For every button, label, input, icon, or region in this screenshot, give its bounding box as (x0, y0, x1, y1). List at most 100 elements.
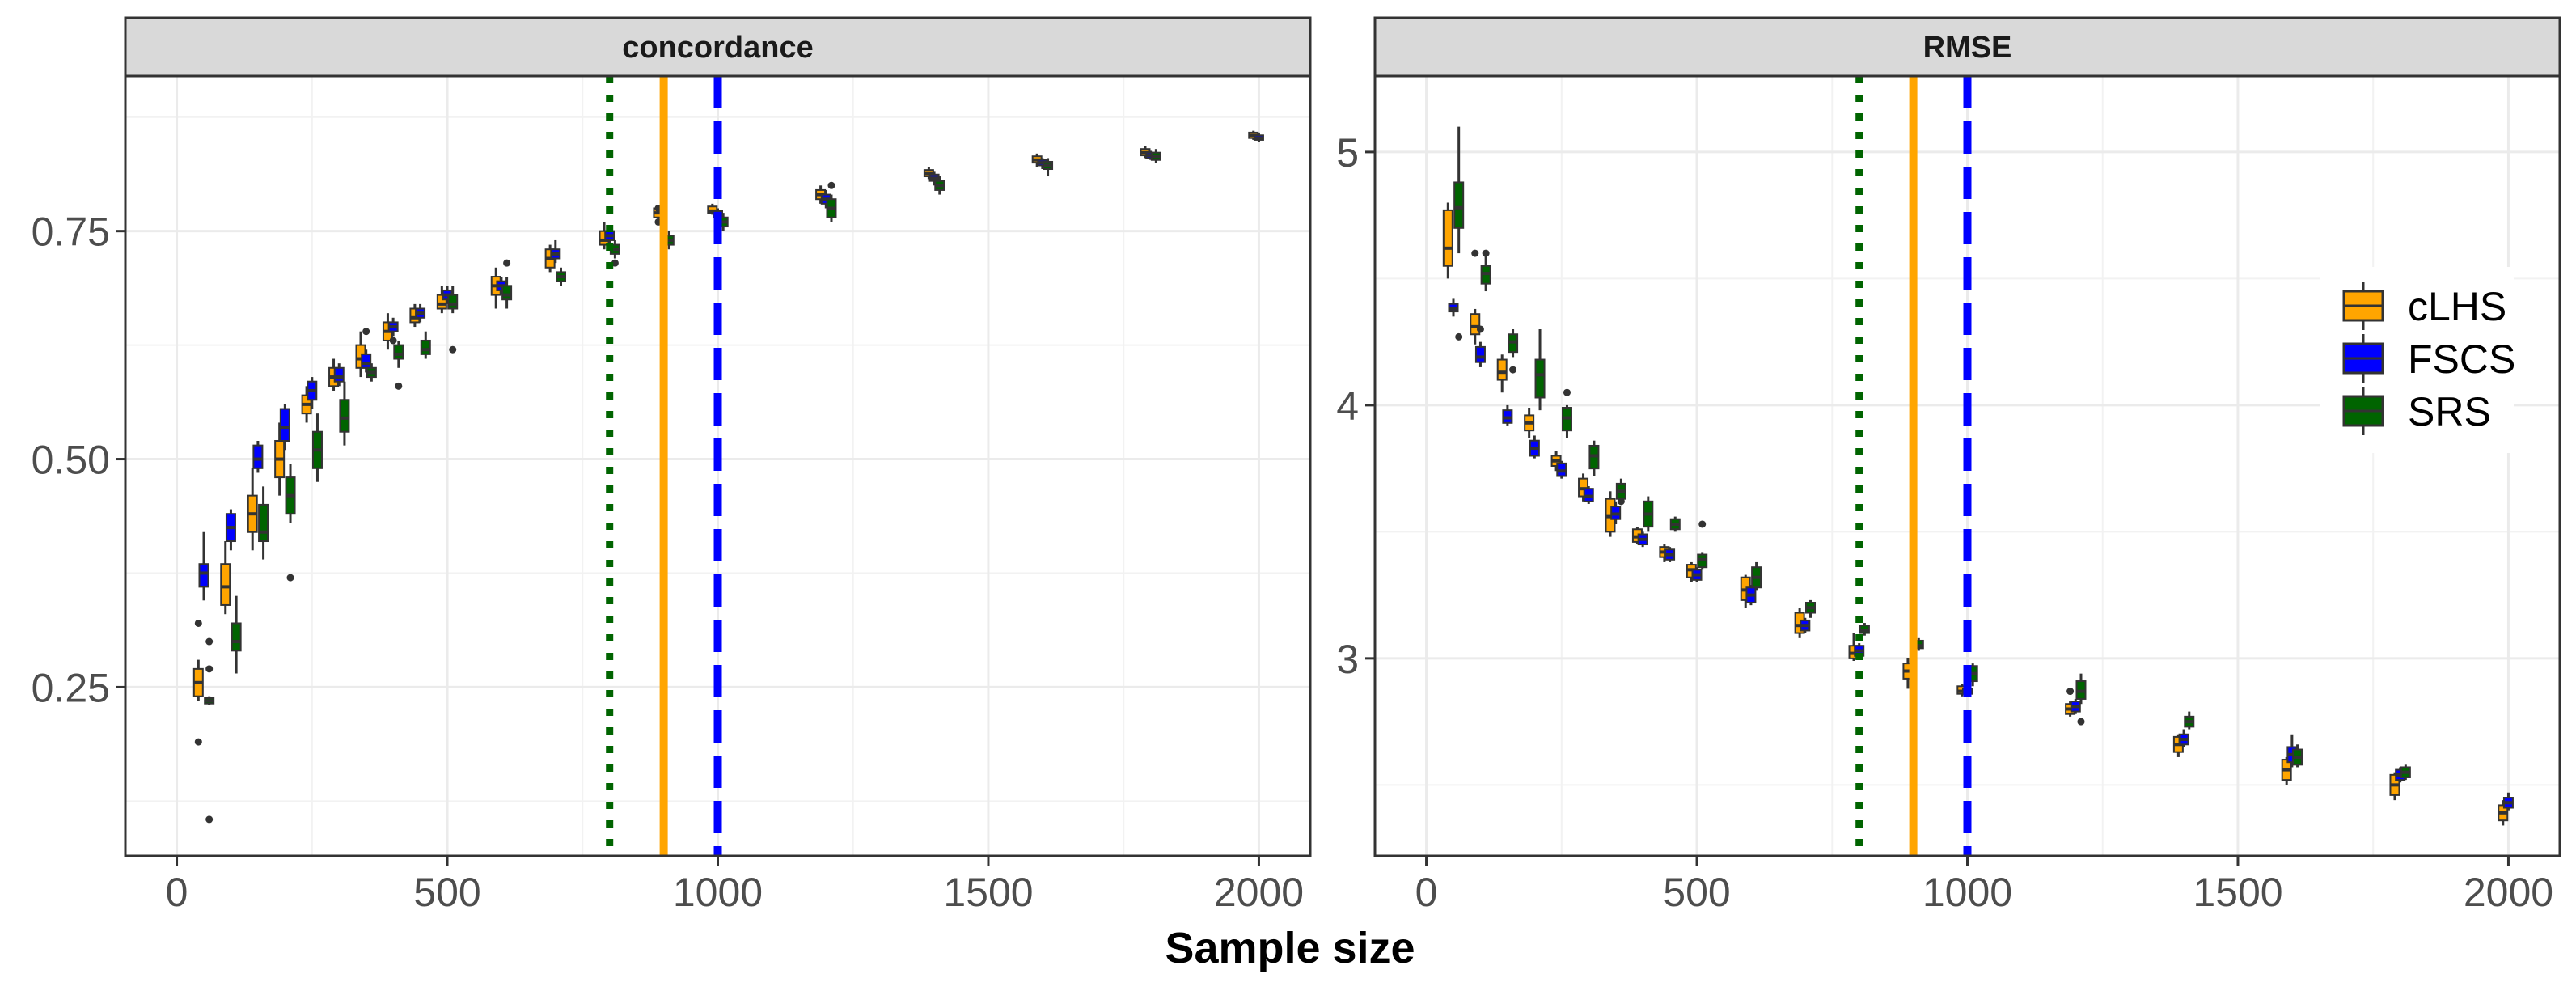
box-srs (2400, 764, 2411, 781)
outlier-point (2077, 718, 2085, 726)
outlier-point (194, 738, 202, 746)
box-fscs (1502, 404, 1513, 426)
outlier-point (205, 815, 214, 824)
box-srs (1859, 623, 1870, 636)
outlier-point (1455, 332, 1463, 341)
box-srs (2184, 711, 2195, 730)
legend: cLHS FSCS SRS (2320, 267, 2515, 453)
box-body (220, 563, 231, 606)
outlier-point (1617, 498, 1625, 506)
y-tick-label: 5 (1336, 130, 1359, 176)
x-tick-label: 500 (413, 870, 480, 915)
box-fscs (361, 328, 372, 373)
box-srs (420, 331, 431, 359)
box-srs (1043, 158, 1054, 177)
outlier-point (205, 665, 214, 673)
outlier-point (362, 328, 370, 336)
box-srs (826, 181, 837, 222)
box-clhs (2498, 800, 2509, 826)
box-body (1534, 358, 1546, 399)
box-body (361, 353, 372, 369)
box-srs (1615, 478, 1626, 506)
legend-item-srs: SRS (2342, 387, 2491, 435)
x-tick-label: 1500 (2193, 870, 2282, 915)
box-srs (1697, 520, 1708, 570)
facet-strip-label: concordance (622, 31, 814, 65)
box-clhs (1524, 408, 1535, 438)
legend-label: SRS (2408, 389, 2491, 434)
box-fscs (1529, 435, 1540, 459)
box-body (1470, 313, 1481, 336)
box-srs (934, 176, 945, 195)
outlier-point (827, 181, 835, 189)
box-fscs (1691, 567, 1703, 582)
box-srs (366, 363, 377, 382)
outlier-point (1482, 249, 1490, 257)
box-srs (339, 381, 350, 446)
box-srs (204, 637, 215, 824)
box-srs (1751, 561, 1762, 591)
box-body (333, 366, 345, 383)
outlier-point (503, 259, 511, 267)
box-srs (258, 486, 269, 560)
box-fscs (2502, 792, 2514, 811)
outlier-point (286, 574, 294, 582)
box-clhs (1442, 202, 1453, 279)
box-srs (1150, 149, 1161, 163)
box-fscs (1664, 547, 1676, 562)
box-srs (2292, 744, 2303, 768)
box-fscs (279, 404, 290, 451)
box-srs (1643, 496, 1654, 532)
y-tick-label: 4 (1336, 383, 1359, 429)
outlier-point (205, 637, 214, 646)
box-srs (1669, 516, 1681, 532)
outlier-point (449, 345, 457, 354)
box-srs (1588, 440, 1600, 476)
x-tick-label: 0 (1415, 870, 1438, 915)
x-tick-label: 500 (1663, 870, 1730, 915)
box-fscs (198, 531, 209, 601)
box-body (258, 503, 269, 543)
outlier-point (389, 337, 397, 345)
outlier-point (1471, 249, 1479, 257)
box-fscs (1556, 460, 1567, 479)
box-body (1453, 181, 1465, 229)
box-body (279, 408, 290, 442)
box-clhs (2281, 756, 2292, 785)
box-srs (311, 413, 323, 482)
legend-item-fscs: FSCS (2342, 334, 2515, 383)
facet-strip-label: RMSE (1923, 31, 2012, 65)
box-body (447, 294, 459, 310)
box-srs (1508, 328, 1519, 374)
box-fscs (1253, 132, 1264, 142)
box-body (393, 344, 404, 360)
x-tick-label: 1500 (943, 870, 1033, 915)
box-fscs (252, 440, 264, 473)
facet-strip (1373, 16, 2561, 78)
box-srs (501, 259, 513, 309)
box-fscs (1637, 531, 1648, 548)
x-tick-label: 1000 (1922, 870, 2012, 915)
box-clhs (220, 541, 231, 615)
legend-label: FSCS (2408, 337, 2515, 382)
box-clhs (2389, 772, 2400, 801)
box-body (420, 339, 431, 355)
x-axis-title: Sample size (1165, 924, 1415, 972)
facet-panels: concordance 0 500 1000 1500 2000 0.25 0.50 0.75 R… (32, 16, 2561, 915)
y-tick-label: 0.50 (32, 438, 110, 483)
boxplots (192, 130, 1264, 824)
box-clhs (274, 422, 286, 496)
outlier-point (1476, 325, 1484, 333)
legend-label: cLHS (2408, 284, 2506, 329)
box-clhs (247, 468, 258, 551)
box-clhs (1496, 354, 1508, 393)
panel-rmse: RMSE 0 500 1000 1500 2000 3 4 5 (1336, 16, 2561, 915)
box-fscs (387, 317, 399, 345)
box-clhs (192, 619, 204, 746)
box-fscs (333, 363, 345, 387)
box-fscs (1610, 501, 1622, 524)
x-tick-label: 2000 (1214, 870, 1304, 915)
box-fscs (225, 509, 236, 551)
outlier-point (1509, 366, 1517, 374)
